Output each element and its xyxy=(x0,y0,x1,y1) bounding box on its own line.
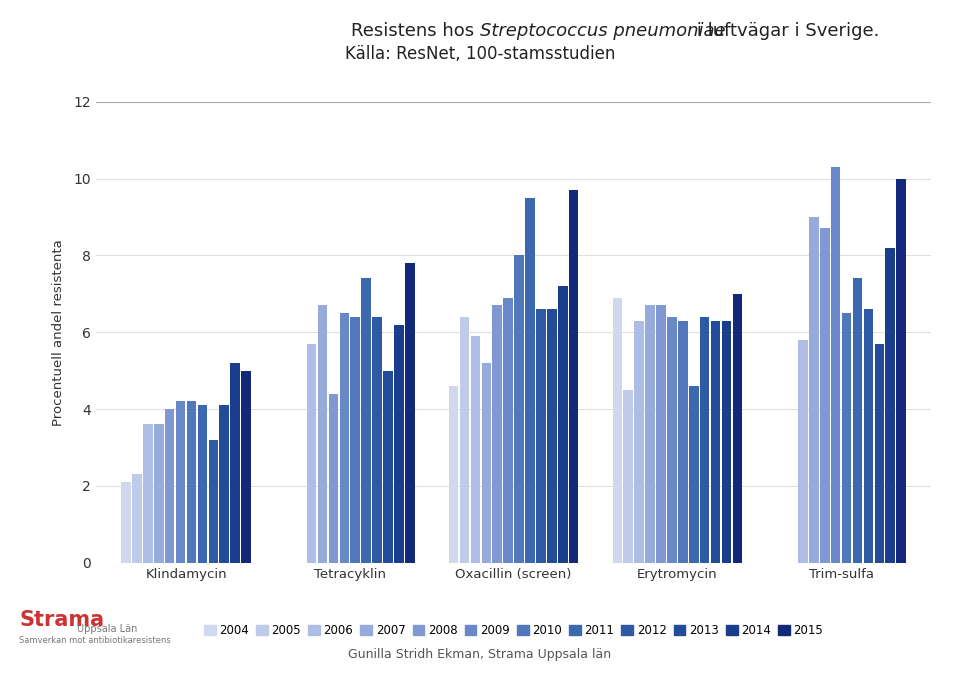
Bar xyxy=(689,386,699,563)
Bar xyxy=(722,321,732,563)
Bar xyxy=(657,305,666,563)
Bar xyxy=(798,340,807,563)
Legend: 2004, 2005, 2006, 2007, 2008, 2009, 2010, 2011, 2012, 2013, 2014, 2015: 2004, 2005, 2006, 2007, 2008, 2009, 2010… xyxy=(204,624,824,637)
Bar xyxy=(482,363,492,563)
Bar xyxy=(460,317,469,563)
Bar xyxy=(340,313,349,563)
Bar xyxy=(383,371,393,563)
Bar xyxy=(230,363,240,563)
Y-axis label: Procentuell andel resistenta: Procentuell andel resistenta xyxy=(52,239,65,426)
Bar xyxy=(558,286,567,563)
Bar xyxy=(515,256,524,563)
Bar xyxy=(154,424,163,563)
Bar xyxy=(132,475,142,563)
Bar xyxy=(318,305,327,563)
Bar xyxy=(395,325,404,563)
Bar xyxy=(885,247,895,563)
Bar xyxy=(678,321,687,563)
Bar xyxy=(700,317,709,563)
Text: Källa: ResNet, 100-stamsstudien: Källa: ResNet, 100-stamsstudien xyxy=(345,45,615,63)
Bar xyxy=(448,386,458,563)
Bar xyxy=(830,167,840,563)
Text: Resistens hos: Resistens hos xyxy=(351,22,480,39)
Bar xyxy=(710,321,720,563)
Bar xyxy=(198,405,207,563)
Bar xyxy=(809,217,819,563)
Bar xyxy=(667,317,677,563)
Text: Samverkan mot antibiotikaresistens: Samverkan mot antibiotikaresistens xyxy=(19,636,171,645)
Bar xyxy=(732,294,742,563)
Bar xyxy=(350,317,360,563)
Bar xyxy=(176,401,185,563)
Bar xyxy=(187,401,197,563)
Bar xyxy=(241,371,251,563)
Text: Gunilla Stridh Ekman, Strama Uppsala län: Gunilla Stridh Ekman, Strama Uppsala län xyxy=(348,648,612,661)
Bar xyxy=(623,390,633,563)
Bar xyxy=(569,190,579,563)
Bar xyxy=(307,344,317,563)
Bar xyxy=(220,405,229,563)
Text: i luftvägar i Sverige.: i luftvägar i Sverige. xyxy=(691,22,879,39)
Bar xyxy=(143,424,153,563)
Bar xyxy=(536,309,545,563)
Text: Strama: Strama xyxy=(19,610,105,631)
Bar xyxy=(820,228,829,563)
Bar xyxy=(645,305,655,563)
Bar xyxy=(635,321,644,563)
Bar xyxy=(525,198,535,563)
Bar xyxy=(328,394,338,563)
Bar xyxy=(372,317,382,563)
Bar xyxy=(842,313,852,563)
Bar xyxy=(405,263,415,563)
Bar xyxy=(612,298,622,563)
Bar xyxy=(547,309,557,563)
Bar xyxy=(864,309,874,563)
Text: Uppsala Län: Uppsala Län xyxy=(77,624,137,633)
Bar xyxy=(121,482,131,563)
Bar xyxy=(165,409,175,563)
Bar xyxy=(470,336,480,563)
Text: Streptococcus pneumoniae: Streptococcus pneumoniae xyxy=(480,22,726,39)
Bar xyxy=(875,344,884,563)
Bar xyxy=(852,279,862,563)
Bar xyxy=(208,440,218,563)
Bar xyxy=(361,279,371,563)
Bar xyxy=(492,305,502,563)
Bar xyxy=(503,298,513,563)
Bar xyxy=(897,178,906,563)
